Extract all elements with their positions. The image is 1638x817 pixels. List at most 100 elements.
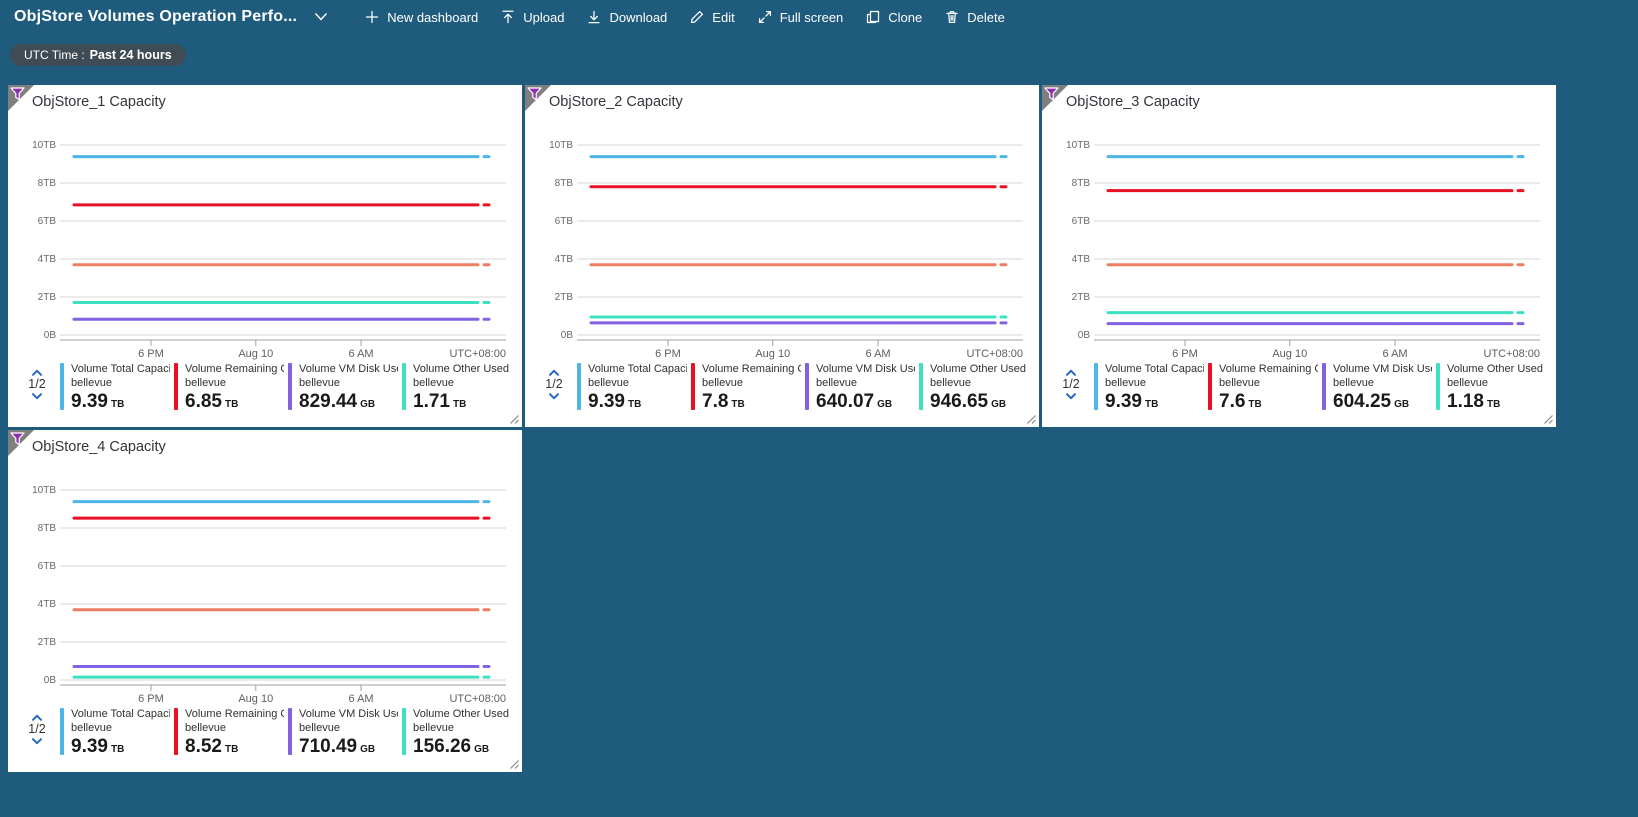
legend-page-up-icon[interactable] [1065, 368, 1077, 377]
toolbar-download-label: Download [609, 9, 668, 25]
legend-metric-label: Volume Total Capacit... [71, 363, 170, 375]
legend-resource-name: bellevue [299, 721, 340, 734]
legend-unit: TB [1144, 399, 1159, 410]
y-axis-label: 10TB [32, 140, 56, 151]
tile-resize-grip[interactable] [508, 758, 519, 769]
toolbar-new-dashboard-button[interactable]: New dashboard [353, 5, 489, 29]
y-axis-label: 2TB [555, 292, 574, 303]
toolbar-upload-button[interactable]: Upload [489, 5, 575, 29]
legend-value: 1.18 [1447, 391, 1484, 412]
tile-resize-grip[interactable] [1025, 413, 1036, 424]
legend-value: 156.26 [413, 736, 472, 757]
legend-resource-name: bellevue [413, 376, 454, 389]
delete-icon [946, 11, 958, 24]
legend-unit: TB [224, 744, 239, 755]
toolbar-download-button[interactable]: Download [575, 5, 678, 29]
toolbar-clone-label: Clone [888, 9, 923, 25]
filter-funnel-icon [10, 432, 25, 446]
dashboard-grid: ObjStore_1 Capacity 10TB 8TB 6TB 4TB 2TB 0B 6 P… [8, 85, 1560, 772]
dashboard-tile-4[interactable]: ObjStore_4 Capacity 10TB 8TB 6TB 4TB 2TB 0B 6 P… [8, 430, 522, 772]
legend-resource-name: bellevue [1219, 376, 1260, 389]
x-axis-label: Aug 10 [1272, 348, 1307, 360]
legend-metric-label: Volume Total Capacit... [588, 363, 687, 375]
dashboard-tile-3[interactable]: ObjStore_3 Capacity 10TB 8TB 6TB 4TB 2TB 0B 6 P… [1042, 85, 1556, 427]
legend-unit: GB [474, 744, 490, 755]
capacity-line-chart[interactable]: 10TB 8TB 6TB 4TB 2TB 0B 6 PM Aug 10 6 AM UTC+08:0… [16, 131, 514, 361]
legend-color-bar [919, 363, 923, 410]
legend-resource-name: bellevue [299, 376, 340, 389]
legend-value: 7.8 [702, 391, 729, 412]
legend-color-bar [1322, 363, 1326, 410]
tile-resize-grip[interactable] [1542, 413, 1553, 424]
y-axis-label: 4TB [1072, 254, 1091, 265]
legend-value: 9.39 [588, 391, 625, 412]
y-axis-label: 8TB [38, 178, 57, 189]
legend-pager: 1/2 [14, 363, 60, 401]
legend-page-down-icon[interactable] [548, 392, 560, 401]
legend-value: 9.39 [71, 736, 108, 757]
legend-color-bar [288, 708, 292, 755]
toolbar-actions: New dashboard Upload Download Edit Full scre… [353, 5, 1016, 29]
dashboard-title-dropdown[interactable] [313, 11, 329, 23]
capacity-line-chart[interactable]: 10TB 8TB 6TB 4TB 2TB 0B 6 PM Aug 10 6 AM UTC+08:0… [1050, 131, 1548, 361]
y-axis-label: 0B [44, 330, 57, 341]
capacity-line-chart[interactable]: 10TB 8TB 6TB 4TB 2TB 0B 6 PM Aug 10 6 AM UTC+08:0… [16, 476, 514, 706]
legend-metric-label: Volume Remaining Cap... [185, 708, 284, 720]
legend-page-up-icon[interactable] [31, 713, 43, 722]
toolbar-new-dashboard-label: New dashboard [387, 9, 479, 25]
capacity-line-chart[interactable]: 10TB 8TB 6TB 4TB 2TB 0B 6 PM Aug 10 6 AM UTC+08:0… [533, 131, 1031, 361]
legend-metric-label: Volume Other Used Ca... [413, 708, 512, 720]
legend-item[interactable]: Volume Remaining Cap...bellevue 7.6TB [1208, 363, 1322, 413]
legend-item[interactable]: Volume Remaining Cap...bellevue 7.8TB [691, 363, 805, 413]
plus-icon [366, 10, 379, 24]
y-axis-label: 4TB [38, 599, 57, 610]
legend-metric-label: Volume VM Disk Used ... [299, 708, 398, 720]
legend-unit: TB [110, 744, 125, 755]
legend-page-down-icon[interactable] [31, 392, 43, 401]
x-axis-label: 6 PM [138, 348, 164, 360]
toolbar-clone-button[interactable]: Clone [854, 5, 933, 29]
x-axis-label: 6 AM [866, 348, 891, 360]
dashboard-tile-2[interactable]: ObjStore_2 Capacity 10TB 8TB 6TB 4TB 2TB 0B 6 P… [525, 85, 1039, 427]
legend-color-bar [288, 363, 292, 410]
y-axis-label: 6TB [38, 561, 57, 572]
y-axis-label: 2TB [38, 637, 57, 648]
legend-page-up-icon[interactable] [31, 368, 43, 377]
y-axis-label: 0B [1078, 330, 1091, 341]
legend-metric-label: Volume VM Disk Used ... [1333, 363, 1432, 375]
legend-color-bar [60, 708, 64, 755]
y-axis-label: 6TB [1072, 216, 1091, 227]
filter-funnel-icon [1044, 87, 1059, 101]
legend-value: 946.65 [930, 391, 989, 412]
dashboard-tile-1[interactable]: ObjStore_1 Capacity 10TB 8TB 6TB 4TB 2TB 0B 6 P… [8, 85, 522, 427]
toolbar-full-screen-button[interactable]: Full screen [746, 5, 855, 29]
chevron-down-icon [315, 13, 328, 21]
legend-page-indicator: 1/2 [28, 722, 46, 736]
legend-page-down-icon[interactable] [31, 737, 43, 746]
legend-page-down-icon[interactable] [1065, 392, 1077, 401]
toolbar-edit-button[interactable]: Edit [678, 5, 745, 29]
tile-resize-grip[interactable] [508, 413, 519, 424]
legend-page-up-icon[interactable] [548, 368, 560, 377]
toolbar-delete-button[interactable]: Delete [933, 5, 1016, 29]
legend-metric-label: Volume Remaining Cap... [702, 363, 801, 375]
time-range-pill[interactable]: UTC Time : Past 24 hours [10, 44, 186, 66]
tile-title: ObjStore_3 Capacity [1066, 94, 1200, 110]
time-range-prefix: UTC Time : [24, 48, 85, 62]
legend-color-bar [174, 708, 178, 755]
legend-color-bar [402, 708, 406, 755]
